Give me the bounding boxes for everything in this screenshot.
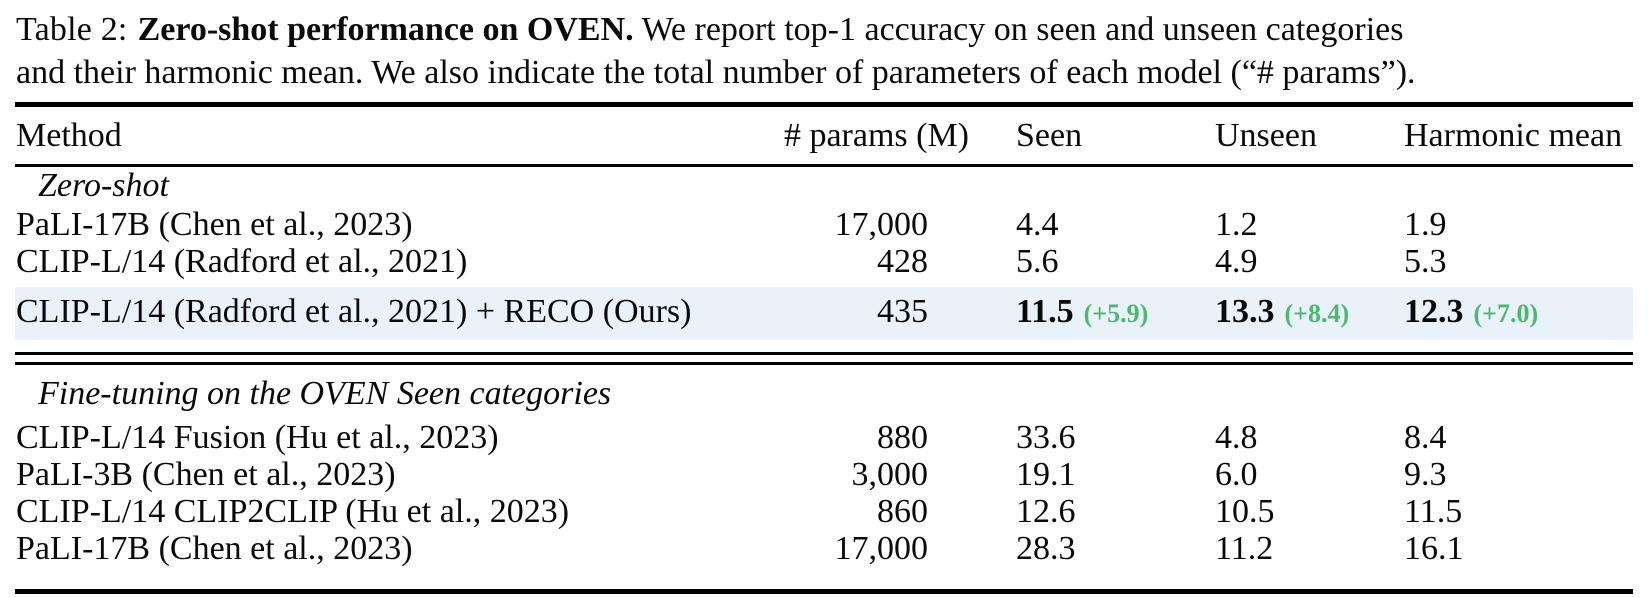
params-cell: 880	[877, 419, 928, 456]
table-caption-text-line1: We report top-1 accuracy on seen and uns…	[641, 11, 1404, 48]
seen-cell: 11.5 (+5.9)	[990, 287, 1190, 340]
unseen-cell-value: 4.8	[1215, 419, 1258, 456]
seen-cell-value: 12.6	[1016, 493, 1076, 530]
unseen-cell-value: 11.2	[1215, 530, 1274, 567]
harmonic-mean-cell: 8.4	[1380, 419, 1633, 456]
table-row: CLIP-L/14 (Radford et al., 2021) 428 5.6 4.…	[15, 243, 1633, 287]
harmonic-mean-cell: 11.5	[1380, 493, 1633, 530]
seen-cell: 5.6	[990, 243, 1190, 287]
table-row: PaLI-17B (Chen et al., 2023) 17,000 4.4 1.2…	[15, 206, 1633, 243]
column-header-unseen: Unseen	[1190, 104, 1380, 167]
params-cell: 17,000	[834, 206, 929, 243]
seen-cell: 12.6	[990, 493, 1190, 530]
table-header: Method # params (M) Seen Unseen Harmonic…	[15, 104, 1633, 167]
section-header-row: Zero-shot	[15, 166, 1633, 207]
table-body: Zero-shot PaLI-17B (Chen et al., 2023) 17,…	[15, 166, 1633, 592]
method-cell: PaLI-17B (Chen et al., 2023)	[16, 206, 413, 243]
seen-cell: 4.4	[990, 206, 1190, 243]
section-label: Zero-shot	[38, 167, 169, 204]
column-header-harmonic-mean: Harmonic mean	[1380, 104, 1633, 167]
harmonic-mean-cell: 1.9	[1380, 206, 1633, 243]
harmonic-mean-cell-value: 11.5	[1404, 493, 1463, 530]
results-table: Method # params (M) Seen Unseen Harmonic…	[15, 102, 1633, 594]
column-header-params: # params (M)	[770, 104, 990, 167]
header-row: Method # params (M) Seen Unseen Harmonic…	[15, 104, 1633, 167]
harmonic-mean-cell: 5.3	[1380, 243, 1633, 287]
params-cell: 3,000	[851, 456, 929, 493]
seen-cell: 33.6	[990, 419, 1190, 456]
table-caption-label: Table 2:	[16, 11, 128, 48]
harmonic-mean-cell-delta: (+7.0)	[1473, 299, 1539, 328]
seen-cell-delta: (+5.9)	[1083, 299, 1149, 328]
section-label: Fine-tuning on the OVEN Seen categories	[38, 375, 612, 412]
seen-cell: 19.1	[990, 456, 1190, 493]
unseen-cell-value: 10.5	[1215, 493, 1275, 530]
bottom-gap	[15, 567, 1633, 592]
bottom-gap-cell	[15, 567, 1633, 592]
seen-cell-value: 5.6	[1016, 243, 1059, 280]
harmonic-mean-cell-value: 9.3	[1404, 456, 1447, 493]
section-header-row: Fine-tuning on the OVEN Seen categories	[15, 364, 1633, 420]
method-cell: CLIP-L/14 Fusion (Hu et al., 2023)	[16, 419, 499, 456]
double-rule	[15, 352, 1633, 365]
table-row: CLIP-L/14 (Radford et al., 2021) + RECO …	[15, 287, 1633, 340]
harmonic-mean-cell-value: 1.9	[1404, 206, 1447, 243]
column-header-seen: Seen	[990, 104, 1190, 167]
table-caption-title: Zero-shot performance on OVEN.	[137, 11, 634, 48]
params-cell: 435	[877, 293, 928, 330]
unseen-cell-value: 1.2	[1215, 206, 1258, 243]
method-cell: PaLI-3B (Chen et al., 2023)	[16, 456, 396, 493]
table-caption: Table 2: Zero-shot performance on OVEN. W…	[16, 8, 1636, 94]
table-row: CLIP-L/14 CLIP2CLIP (Hu et al., 2023) 860…	[15, 493, 1633, 530]
params-cell: 17,000	[834, 530, 929, 567]
method-cell: PaLI-17B (Chen et al., 2023)	[16, 530, 413, 567]
harmonic-mean-cell-value: 12.3	[1404, 293, 1464, 330]
table-row: CLIP-L/14 Fusion (Hu et al., 2023) 880 33.…	[15, 419, 1633, 456]
unseen-cell: 6.0	[1190, 456, 1380, 493]
method-cell: CLIP-L/14 CLIP2CLIP (Hu et al., 2023)	[16, 493, 570, 530]
unseen-cell: 4.9	[1190, 243, 1380, 287]
unseen-cell: 11.2	[1190, 530, 1380, 567]
unseen-cell: 10.5	[1190, 493, 1380, 530]
seen-cell: 28.3	[990, 530, 1190, 567]
method-cell: CLIP-L/14 (Radford et al., 2021) + RECO …	[16, 293, 692, 330]
section-gap-cell	[15, 340, 1633, 354]
column-header-method: Method	[15, 104, 770, 167]
seen-cell-value: 4.4	[1016, 206, 1059, 243]
seen-cell-value: 33.6	[1016, 419, 1076, 456]
table-row: PaLI-17B (Chen et al., 2023) 17,000 28.3 11…	[15, 530, 1633, 567]
unseen-cell-value: 13.3	[1215, 293, 1275, 330]
params-cell: 428	[877, 243, 928, 280]
harmonic-mean-cell-value: 8.4	[1404, 419, 1447, 456]
params-cell: 860	[877, 493, 928, 530]
seen-cell-value: 28.3	[1016, 530, 1076, 567]
seen-cell-value: 11.5	[1016, 293, 1074, 330]
unseen-cell: 13.3 (+8.4)	[1190, 287, 1380, 340]
unseen-cell: 4.8	[1190, 419, 1380, 456]
method-cell: CLIP-L/14 (Radford et al., 2021)	[16, 243, 468, 280]
unseen-cell-delta: (+8.4)	[1284, 299, 1350, 328]
harmonic-mean-cell: 12.3 (+7.0)	[1380, 287, 1633, 340]
section-gap	[15, 340, 1633, 354]
unseen-cell-value: 4.9	[1215, 243, 1258, 280]
harmonic-mean-cell: 16.1	[1380, 530, 1633, 567]
harmonic-mean-cell: 9.3	[1380, 456, 1633, 493]
table-row: PaLI-3B (Chen et al., 2023) 3,000 19.1 6.0 9…	[15, 456, 1633, 493]
table-caption-text-line2: and their harmonic mean. We also indicat…	[16, 54, 1416, 91]
double-rule-cell	[15, 352, 1633, 365]
harmonic-mean-cell-value: 5.3	[1404, 243, 1447, 280]
unseen-cell: 1.2	[1190, 206, 1380, 243]
unseen-cell-value: 6.0	[1215, 456, 1258, 493]
harmonic-mean-cell-value: 16.1	[1404, 530, 1464, 567]
seen-cell-value: 19.1	[1016, 456, 1076, 493]
